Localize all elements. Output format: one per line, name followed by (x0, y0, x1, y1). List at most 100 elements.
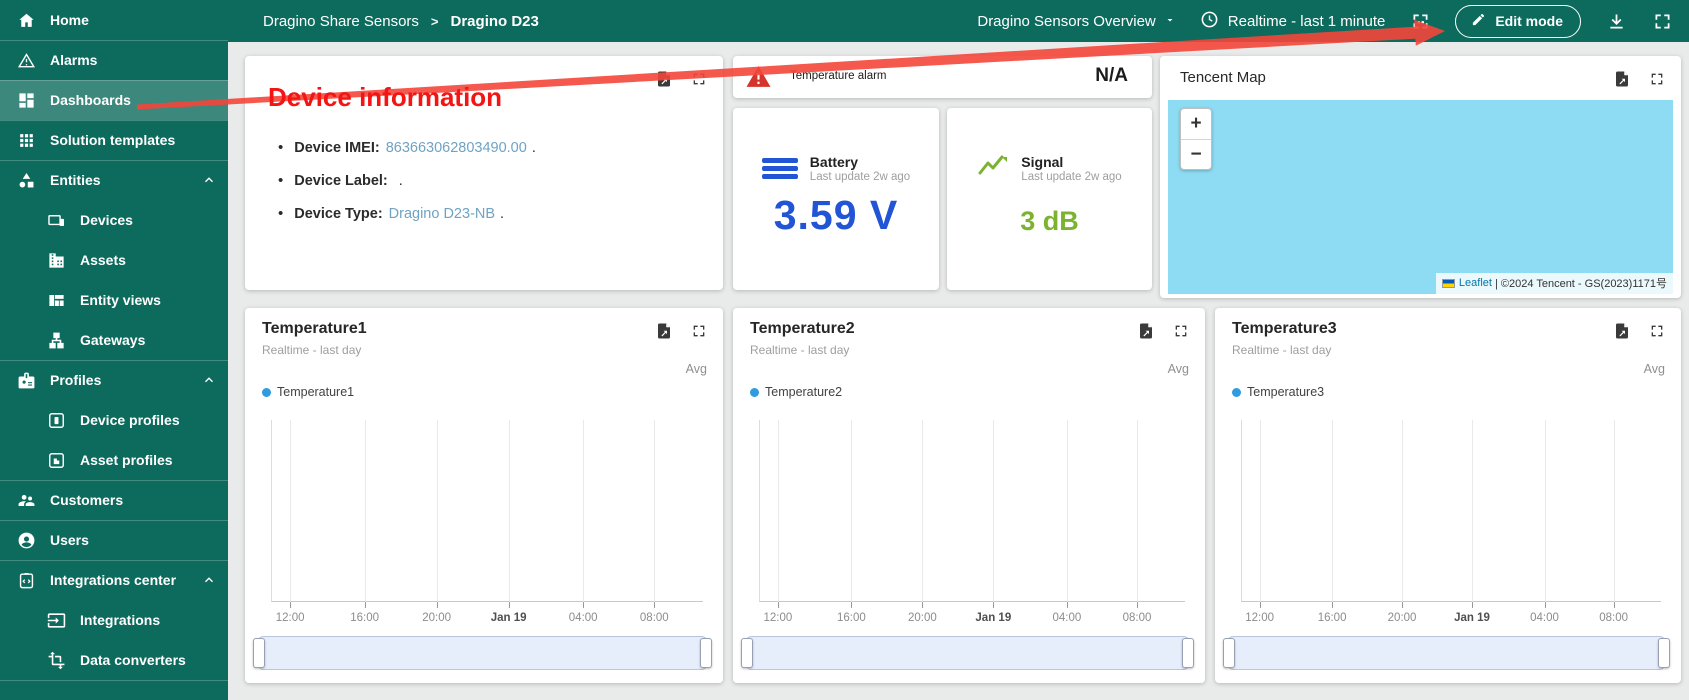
timewindow-button[interactable]: Realtime - last 1 minute (1200, 10, 1385, 33)
temperature2-chart-widget: Temperature2 Realtime - last day Avg Tem… (733, 308, 1205, 683)
export-widget-icon[interactable] (655, 322, 673, 340)
zoom-out-button[interactable]: − (1181, 139, 1211, 169)
export-widget-icon[interactable] (1613, 322, 1631, 340)
sidebar-item-profiles[interactable]: Profiles (0, 360, 228, 400)
series-color-dot (750, 387, 759, 397)
fullscreen-icon[interactable] (1651, 10, 1673, 32)
dashboards-icon (16, 90, 36, 110)
breadcrumb-root[interactable]: Dragino Share Sensors (263, 12, 419, 30)
x-tick-label: 12:00 (275, 612, 305, 624)
edit-mode-button[interactable]: Edit mode (1455, 4, 1581, 38)
building-icon (46, 250, 66, 270)
expand-widget-icon[interactable] (691, 71, 707, 87)
map-canvas[interactable]: + − Leaflet | ©2024 Tencent - GS(2023)11… (1168, 100, 1673, 294)
sidebar-item-alarms[interactable]: Alarms (0, 40, 228, 80)
download-icon[interactable] (1605, 10, 1627, 32)
device-information-widget: Device IMEI:863663062803490.00. Device L… (245, 56, 723, 290)
chevron-down-icon (1164, 13, 1176, 30)
battery-widget: Battery Last update 2w ago 3.59 V (733, 108, 939, 290)
device-type-row: Device Type:Dragino D23-NB. (278, 204, 703, 224)
x-tick-label: Jan 19 (1454, 612, 1490, 624)
category-icon (16, 170, 36, 190)
sidebar-divider (0, 680, 228, 681)
tencent-map-widget: Tencent Map + − Leaflet | ©2024 Tencent … (1160, 56, 1681, 298)
chevron-up-icon[interactable] (202, 373, 216, 387)
x-tick-label: 08:00 (639, 612, 669, 624)
slider-left-handle[interactable] (253, 638, 265, 668)
x-tick-label: 20:00 (422, 612, 452, 624)
x-tick-label: 20:00 (907, 612, 937, 624)
integrations-center-icon (16, 570, 36, 590)
sidebar-item-integrations-center[interactable]: Integrations center (0, 560, 228, 600)
chart-timewindow: Realtime - last day (750, 343, 850, 357)
alarm-title: Temperature alarm (790, 70, 887, 82)
x-tick-label: 20:00 (1387, 612, 1417, 624)
sidebar-item-assets[interactable]: Assets (0, 240, 228, 280)
breadcrumb-current: Dragino D23 (450, 12, 539, 30)
breadcrumb-separator: > (430, 13, 439, 29)
transform-icon (46, 650, 66, 670)
sidebar-item-data-converters[interactable]: Data converters (0, 640, 228, 680)
ukraine-flag-icon (1441, 278, 1455, 288)
alarm-triangle-icon (746, 65, 771, 88)
time-range-slider[interactable] (253, 636, 712, 670)
x-tick-label: 16:00 (836, 612, 866, 624)
map-title: Tencent Map (1180, 69, 1266, 86)
x-tick-label: 08:00 (1599, 612, 1629, 624)
battery-value: 3.59 V (773, 192, 899, 238)
slider-left-handle[interactable] (1223, 638, 1235, 668)
slider-right-handle[interactable] (700, 638, 712, 668)
sidebar-item-users[interactable]: Users (0, 520, 228, 560)
series-color-dot (1232, 387, 1241, 397)
x-tick-label: 04:00 (568, 612, 598, 624)
sidebar-item-device-profiles[interactable]: Device profiles (0, 400, 228, 440)
sidebar-item-home[interactable]: Home (0, 0, 228, 40)
export-widget-icon[interactable] (1613, 70, 1631, 88)
breadcrumb: Dragino Share Sensors > Dragino D23 (263, 13, 539, 30)
sidebar-item-entities[interactable]: Entities (0, 160, 228, 200)
device-imei-row: Device IMEI:863663062803490.00. (278, 138, 703, 158)
temperature-alarm-widget: Temperature alarm N/A (733, 56, 1152, 98)
chart-title: Temperature1 (262, 320, 367, 337)
chart-plot-area: 12:00 16:00 20:00 Jan 19 04:00 08:00 (759, 420, 1185, 624)
sidebar-item-devices[interactable]: Devices (0, 200, 228, 240)
sidebar-item-dashboards[interactable]: Dashboards (0, 80, 228, 120)
chevron-up-icon[interactable] (202, 573, 216, 587)
chevron-up-icon[interactable] (202, 173, 216, 187)
dashboard-state-select[interactable]: Dragino Sensors Overview (977, 13, 1175, 30)
expand-widget-icon[interactable] (691, 323, 707, 339)
sidebar-item-solution-templates[interactable]: Solution templates (0, 120, 228, 160)
time-range-slider[interactable] (741, 636, 1194, 670)
export-widget-icon[interactable] (655, 70, 673, 88)
home-icon (16, 10, 36, 30)
badge-icon (16, 370, 36, 390)
sidebar-item-asset-profiles[interactable]: Asset profiles (0, 440, 228, 480)
expand-widget-icon[interactable] (1173, 323, 1189, 339)
slider-right-handle[interactable] (1182, 638, 1194, 668)
pencil-icon (1471, 12, 1486, 30)
filter-frame-icon[interactable] (1409, 10, 1431, 32)
sidebar-item-entity-views[interactable]: Entity views (0, 280, 228, 320)
x-tick-label: 12:00 (763, 612, 793, 624)
sidebar: Home Alarms Dashboards Solution template… (0, 0, 228, 700)
x-tick-label: 12:00 (1245, 612, 1274, 624)
sidebar-item-customers[interactable]: Customers (0, 480, 228, 520)
legend-item[interactable]: Temperature2 (750, 385, 842, 399)
sidebar-item-gateways[interactable]: Gateways (0, 320, 228, 360)
expand-widget-icon[interactable] (1649, 71, 1665, 87)
sidebar-item-integrations[interactable]: Integrations (0, 600, 228, 640)
export-widget-icon[interactable] (1137, 322, 1155, 340)
legend-item[interactable]: Temperature3 (1232, 385, 1324, 399)
slider-left-handle[interactable] (741, 638, 753, 668)
signal-widget: Signal Last update 2w ago 3 dB (947, 108, 1152, 290)
chart-plot-area: 12:00 16:00 20:00 Jan 19 04:00 08:00 (271, 420, 703, 624)
x-tick-label: 04:00 (1530, 612, 1559, 624)
legend-item[interactable]: Temperature1 (262, 385, 354, 399)
zoom-in-button[interactable]: + (1190, 113, 1202, 134)
slider-right-handle[interactable] (1658, 638, 1670, 668)
leaflet-link[interactable]: Leaflet (1458, 277, 1492, 289)
time-range-slider[interactable] (1223, 636, 1670, 670)
chart-plot-area: 12:00 16:00 20:00 Jan 19 04:00 08:00 (1241, 420, 1661, 624)
alarm-warning-icon (16, 50, 36, 70)
expand-widget-icon[interactable] (1649, 323, 1665, 339)
